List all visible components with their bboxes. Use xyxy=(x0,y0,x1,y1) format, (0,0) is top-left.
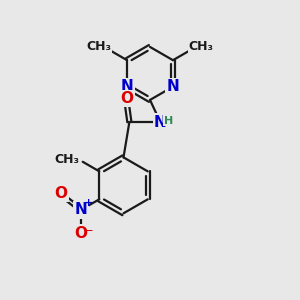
Text: +: + xyxy=(84,198,93,208)
Text: H: H xyxy=(164,116,173,126)
Text: O: O xyxy=(74,226,87,241)
Text: N: N xyxy=(167,79,179,94)
Text: O: O xyxy=(120,91,133,106)
Text: CH₃: CH₃ xyxy=(55,153,80,166)
Text: CH₃: CH₃ xyxy=(86,40,111,53)
Text: ⁻: ⁻ xyxy=(85,226,93,240)
Text: O: O xyxy=(55,186,68,201)
Text: N: N xyxy=(74,202,87,217)
Text: CH₃: CH₃ xyxy=(189,40,214,53)
Text: N: N xyxy=(121,79,134,94)
Text: N: N xyxy=(154,115,167,130)
